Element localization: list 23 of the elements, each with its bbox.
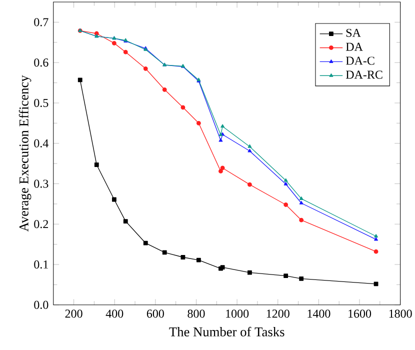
legend-label: SA [346,28,361,37]
y-tick-label: 0.3 [34,180,48,188]
x-axis-title: The Number of Tasks [169,326,284,336]
x-tick-label: 1600 [348,309,372,318]
legend-label: DA-C [346,56,374,65]
x-tick-label: 200 [65,309,82,318]
x-tick-label: 1800 [389,309,412,318]
x-tick-label: 1000 [226,309,249,318]
y-tick-label: 0.6 [34,58,48,67]
y-tick-label: 0.4 [34,139,48,148]
y-tick-label: 0.5 [34,98,48,107]
y-tick-label: 0.7 [34,18,48,26]
y-tick-label: 0.0 [34,300,48,309]
legend-label: DA [346,42,363,51]
y-tick-label: 0.2 [34,220,48,228]
y-tick-label: 0.1 [34,260,48,268]
x-tick-label: 600 [146,309,164,318]
legend-label: DA-RC [346,70,382,79]
x-tick-label: 400 [106,309,124,318]
x-tick-label: 1200 [266,309,290,318]
y-axis-title: Average Execution Efficency [18,75,32,232]
x-tick-label: 1400 [308,309,330,318]
x-tick-label: 800 [188,309,205,318]
